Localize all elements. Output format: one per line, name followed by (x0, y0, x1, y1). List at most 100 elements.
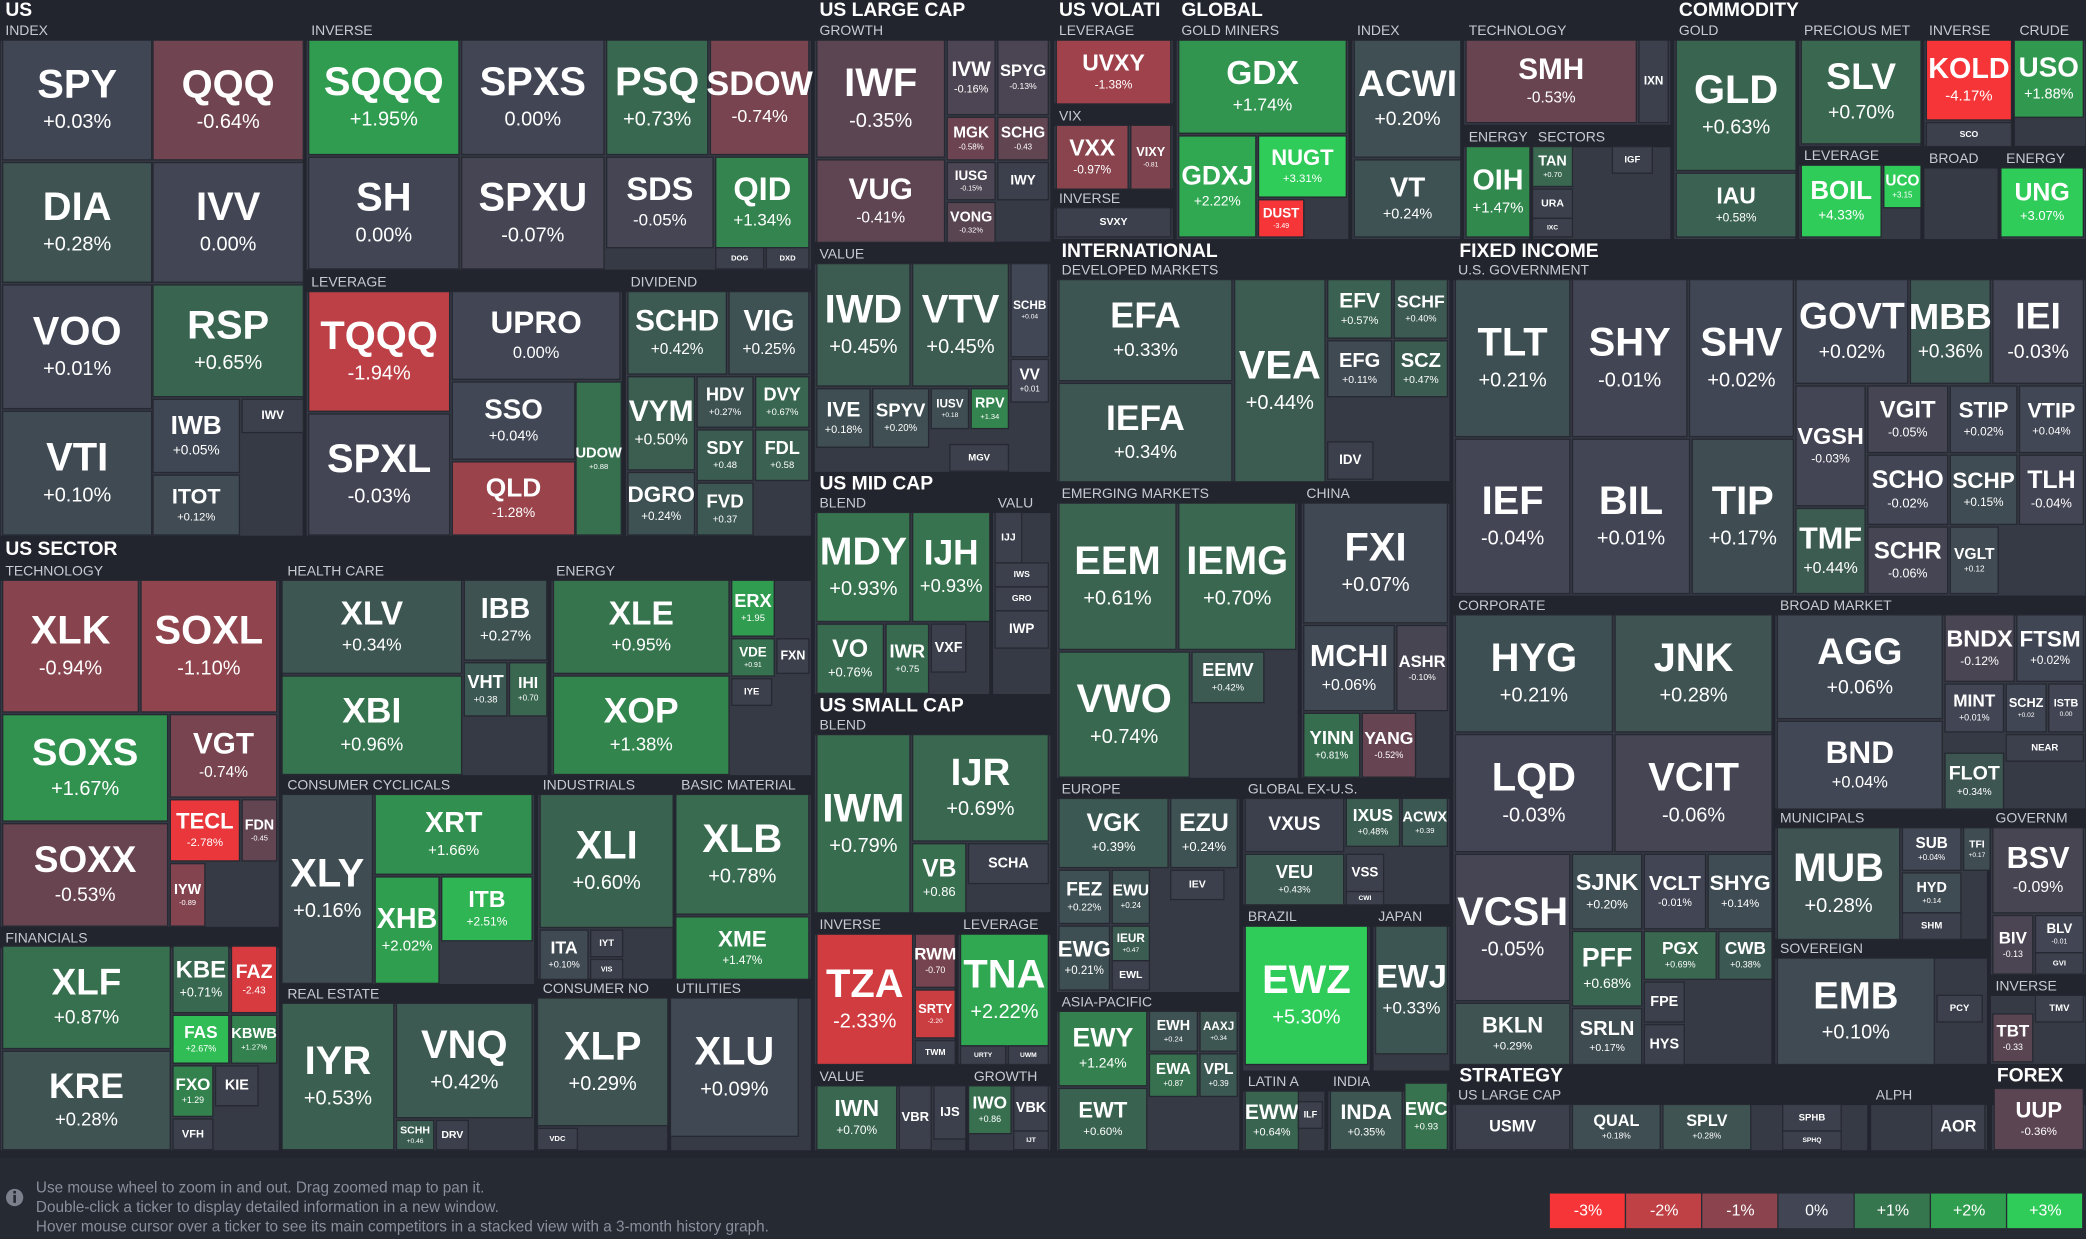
tile[interactable] (933, 1085, 967, 1140)
tile[interactable] (451, 290, 621, 381)
tile[interactable] (765, 247, 810, 270)
tile[interactable] (1901, 827, 1962, 871)
tile[interactable] (1675, 172, 1797, 238)
tile[interactable] (627, 471, 696, 536)
tile[interactable] (1, 161, 153, 283)
tile[interactable] (307, 39, 460, 156)
tile[interactable] (1931, 1103, 1986, 1151)
tile[interactable] (1327, 278, 1393, 339)
tile[interactable] (451, 461, 576, 536)
tile[interactable] (1058, 502, 1177, 651)
tile[interactable] (172, 1014, 230, 1064)
tile[interactable] (2005, 683, 2047, 733)
tile[interactable] (1055, 39, 1172, 105)
tile[interactable] (1, 1050, 171, 1151)
tile[interactable] (1909, 278, 1991, 385)
tile[interactable] (675, 916, 810, 981)
tile[interactable] (463, 662, 508, 717)
tile[interactable] (967, 843, 1049, 885)
tile[interactable] (1925, 121, 2013, 148)
tile[interactable] (1454, 733, 1614, 853)
tile[interactable] (1111, 869, 1151, 925)
tile[interactable] (997, 116, 1049, 161)
tile[interactable] (2018, 385, 2085, 454)
tile[interactable] (1058, 651, 1191, 778)
tile[interactable] (1992, 278, 2085, 385)
tile[interactable] (776, 638, 810, 675)
tile[interactable] (1776, 957, 1936, 1066)
tile[interactable] (1454, 438, 1571, 595)
tile[interactable] (1010, 262, 1049, 358)
tile[interactable] (885, 623, 930, 694)
tile[interactable] (230, 1014, 278, 1064)
tile[interactable] (1244, 797, 1345, 853)
tile[interactable] (1, 39, 153, 161)
tile[interactable] (1257, 135, 1347, 198)
tile[interactable] (1531, 217, 1574, 238)
tile[interactable] (460, 156, 605, 270)
tile[interactable] (2005, 733, 2085, 762)
tile[interactable] (696, 482, 754, 536)
tile[interactable] (152, 474, 241, 536)
tile[interactable] (1614, 733, 1773, 853)
tile[interactable] (590, 929, 624, 958)
tile[interactable] (1465, 145, 1531, 238)
tile[interactable] (1055, 207, 1172, 238)
tile[interactable] (1058, 925, 1111, 991)
tile[interactable] (1571, 1103, 1661, 1151)
tile[interactable] (230, 945, 278, 1014)
tile[interactable] (1718, 930, 1773, 981)
tile[interactable] (374, 876, 440, 985)
tile[interactable] (1691, 438, 1794, 595)
tile[interactable] (1571, 438, 1691, 595)
tile[interactable] (1058, 278, 1233, 382)
tile[interactable] (1944, 683, 2005, 733)
tile[interactable] (1345, 797, 1401, 847)
tile[interactable] (1454, 614, 1614, 733)
tile[interactable] (281, 1002, 395, 1151)
tile[interactable] (816, 733, 911, 914)
tile[interactable] (1257, 199, 1305, 238)
tile[interactable] (2000, 167, 2085, 238)
tile[interactable] (816, 388, 871, 448)
tile[interactable] (997, 161, 1049, 201)
tile[interactable] (1795, 385, 1866, 507)
tile[interactable] (1345, 890, 1385, 906)
tile[interactable] (1638, 39, 1669, 124)
tile[interactable] (536, 997, 669, 1127)
tile[interactable] (1454, 1103, 1571, 1151)
tile[interactable] (1013, 1130, 1049, 1151)
tile[interactable] (307, 413, 451, 536)
tile[interactable] (552, 579, 730, 675)
tile[interactable] (1962, 827, 1991, 871)
tile[interactable] (731, 678, 773, 706)
tile[interactable] (1571, 1007, 1643, 1066)
tile[interactable] (1643, 1023, 1685, 1066)
tile[interactable] (1058, 1087, 1148, 1151)
tile[interactable] (1531, 188, 1574, 220)
tile[interactable] (754, 429, 810, 482)
tile[interactable] (1111, 960, 1151, 991)
tile[interactable] (816, 933, 914, 1066)
tile[interactable] (816, 623, 885, 694)
tile[interactable] (2034, 994, 2085, 1023)
tile[interactable] (1393, 340, 1449, 398)
tile[interactable] (1925, 39, 2013, 121)
tile[interactable] (536, 1127, 579, 1151)
tile[interactable] (1454, 278, 1571, 438)
tile[interactable] (1401, 797, 1449, 847)
tile[interactable] (552, 675, 730, 776)
tile[interactable] (1297, 1101, 1324, 1130)
tile[interactable] (1191, 651, 1265, 704)
tile[interactable] (911, 262, 1010, 387)
tile[interactable] (715, 156, 810, 249)
tile[interactable] (2048, 683, 2085, 733)
tile[interactable] (1707, 853, 1773, 930)
tile[interactable] (1170, 797, 1238, 869)
tile[interactable] (1, 823, 169, 927)
tile[interactable] (1148, 1010, 1198, 1052)
tile[interactable] (1, 713, 169, 822)
tile[interactable] (997, 39, 1049, 116)
tile[interactable] (1688, 278, 1794, 438)
tile[interactable] (451, 381, 576, 460)
